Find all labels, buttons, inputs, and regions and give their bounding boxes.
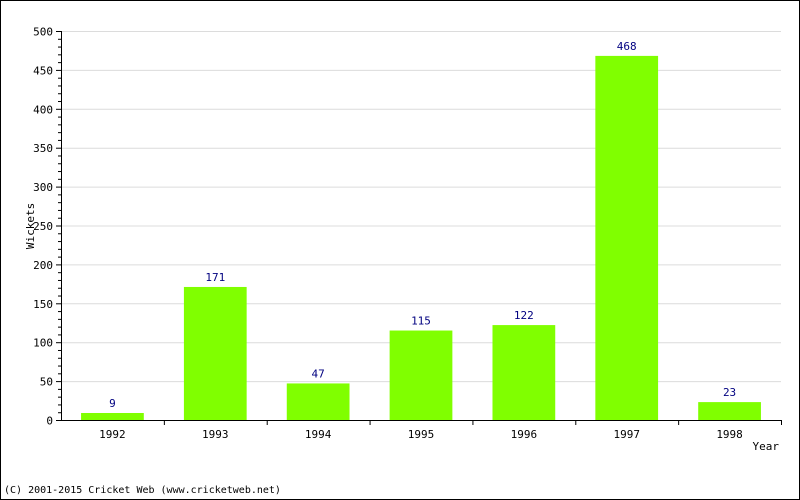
x-tick-label: 1998 (716, 428, 743, 441)
bar-1996 (492, 325, 556, 420)
data-label-1995: 115 (411, 315, 431, 328)
y-tick-label: 350 (33, 142, 53, 155)
data-label-1998: 23 (723, 386, 736, 399)
bar-1992 (81, 412, 144, 420)
y-tick-label: 450 (33, 64, 53, 77)
bar-1997 (595, 55, 659, 421)
gridlines (61, 31, 781, 383)
x-tick-labels: 1992 1993 1994 1995 1996 1997 1998 (99, 428, 743, 441)
x-axis-label: Year (753, 440, 780, 453)
y-tick-label: 250 (33, 220, 53, 233)
bar-1994 (286, 383, 350, 420)
y-axis-label: Wickets (24, 203, 37, 249)
bar-1998 (698, 402, 761, 420)
y-tick-label: 150 (33, 298, 53, 311)
y-tick-label: 400 (33, 103, 53, 116)
x-tick-label: 1996 (511, 428, 538, 441)
y-tick-label: 50 (40, 376, 53, 389)
axes (56, 31, 782, 425)
data-label-1992: 9 (109, 397, 116, 410)
data-label-1996: 122 (514, 309, 534, 322)
data-label-1994: 47 (312, 367, 325, 380)
y-tick-label: 300 (33, 181, 53, 194)
y-tick-label: 100 (33, 337, 53, 350)
data-label-1993: 171 (205, 271, 225, 284)
bars (81, 55, 761, 421)
bar-1993 (183, 286, 247, 420)
y-tick-label: 200 (33, 259, 53, 272)
copyright-footer: (C) 2001-2015 Cricket Web (www.cricketwe… (4, 485, 281, 496)
y-tick-labels: 0 50 100 150 200 250 300 350 400 450 500 (33, 26, 53, 428)
x-tick-label: 1992 (99, 428, 126, 441)
x-tick-label: 1994 (305, 428, 332, 441)
data-label-1997: 468 (617, 40, 637, 53)
x-tick-label: 1993 (202, 428, 229, 441)
y-tick-label: 0 (46, 415, 53, 428)
x-tick-label: 1997 (613, 428, 640, 441)
y-tick-label: 500 (33, 26, 53, 39)
x-tick-label: 1995 (408, 428, 435, 441)
bar-1995 (389, 330, 453, 420)
data-labels: 9 171 47 115 122 468 23 (109, 40, 736, 410)
